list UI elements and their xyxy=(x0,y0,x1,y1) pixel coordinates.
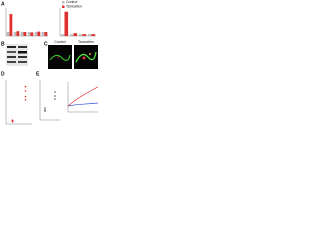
point xyxy=(11,120,14,123)
line xyxy=(67,102,99,107)
bar xyxy=(6,32,10,36)
panel-label: D xyxy=(1,71,5,77)
page: {"figure": [ {"label": "A", "chart": {"t… xyxy=(1,0,99,125)
image-heading: Tamoxifen xyxy=(78,40,94,44)
legend-label: Tamoxifen xyxy=(66,5,82,9)
axis xyxy=(39,80,60,121)
legend-swatch xyxy=(62,1,65,4)
bar xyxy=(87,34,92,36)
bar xyxy=(16,31,20,36)
point xyxy=(11,119,14,121)
panel-label: A xyxy=(1,1,5,7)
bar xyxy=(64,11,69,36)
micrographs xyxy=(48,45,98,69)
point xyxy=(44,110,46,112)
panel-label: B xyxy=(1,41,5,47)
legend-label: Control xyxy=(66,0,78,4)
point xyxy=(24,95,27,98)
point xyxy=(54,95,56,97)
bar xyxy=(34,32,38,36)
panel-label: E xyxy=(36,71,40,77)
legend-swatch xyxy=(62,5,65,8)
point xyxy=(24,99,27,101)
bar xyxy=(27,32,31,36)
bar xyxy=(13,32,17,36)
bar xyxy=(69,34,74,36)
bar xyxy=(9,14,13,36)
bar xyxy=(37,31,41,36)
axis xyxy=(5,8,48,37)
image-heading: Control xyxy=(54,40,66,44)
point xyxy=(54,98,56,100)
bar xyxy=(91,34,96,36)
point xyxy=(54,91,56,93)
bar xyxy=(23,32,27,36)
bar xyxy=(20,32,24,36)
axis xyxy=(5,80,32,125)
point xyxy=(44,107,46,109)
western-blot xyxy=(6,44,28,66)
axis xyxy=(67,82,98,113)
bar xyxy=(60,34,65,36)
bar xyxy=(41,32,45,36)
bar xyxy=(73,33,78,36)
bar xyxy=(44,32,48,36)
bar xyxy=(78,34,83,36)
point xyxy=(24,85,27,88)
bar xyxy=(82,34,87,36)
point xyxy=(24,90,27,92)
panel-label: C xyxy=(44,41,48,47)
bar xyxy=(30,32,34,36)
line xyxy=(67,86,99,107)
